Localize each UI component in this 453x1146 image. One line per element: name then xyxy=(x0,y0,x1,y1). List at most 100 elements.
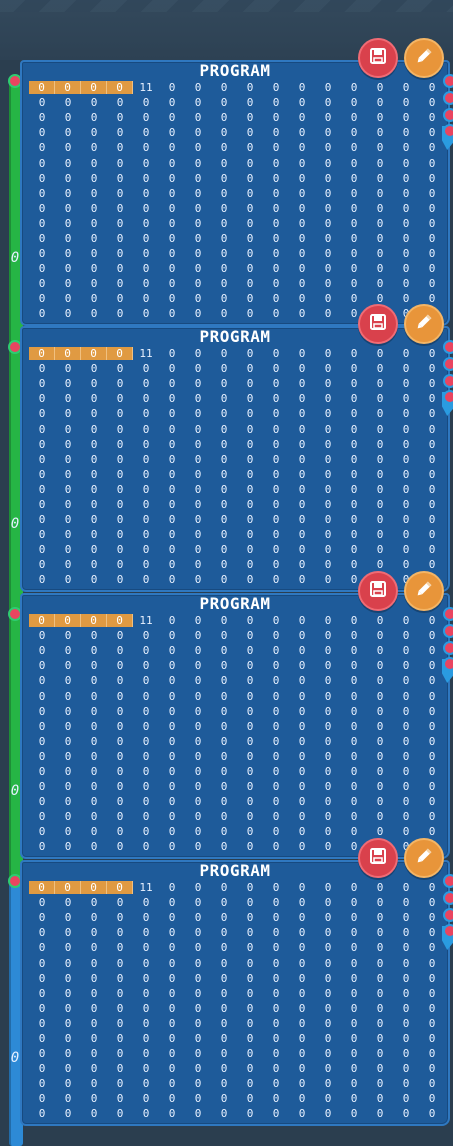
memory-cell[interactable]: 0 xyxy=(168,911,176,925)
memory-cell[interactable]: 0 xyxy=(220,377,228,391)
memory-cell[interactable]: 0 xyxy=(376,719,384,733)
memory-cell[interactable]: 0 xyxy=(142,392,150,406)
memory-cell[interactable]: 0 xyxy=(272,437,280,451)
memory-cell[interactable]: 0 xyxy=(402,528,410,542)
memory-cell[interactable]: 0 xyxy=(376,558,384,572)
memory-cell[interactable]: 0 xyxy=(350,1092,358,1106)
memory-cell[interactable]: 0 xyxy=(142,764,150,778)
memory-cell[interactable]: 0 xyxy=(220,126,228,140)
memory-cell[interactable]: 0 xyxy=(324,392,332,406)
memory-cell[interactable]: 0 xyxy=(324,277,332,291)
memory-cell[interactable]: 0 xyxy=(237,856,263,857)
memory-cell[interactable]: 0 xyxy=(116,558,124,572)
memory-cell[interactable]: 0 xyxy=(350,392,358,406)
memory-cell[interactable]: 0 xyxy=(324,810,332,824)
memory-cell[interactable]: 0 xyxy=(38,467,46,481)
memory-cell[interactable]: 0 xyxy=(168,896,176,910)
memory-cell[interactable]: 0 xyxy=(367,1123,393,1124)
memory-cell[interactable]: 0 xyxy=(90,558,98,572)
memory-cell[interactable]: 0 xyxy=(272,659,280,673)
memory-cell[interactable]: 0 xyxy=(38,96,46,110)
memory-cell[interactable]: 0 xyxy=(220,497,228,511)
memory-cell[interactable]: 0 xyxy=(324,1062,332,1076)
memory-cell[interactable]: 0 xyxy=(428,96,436,110)
memory-cell[interactable]: 0 xyxy=(168,644,176,658)
memory-cell[interactable]: 0 xyxy=(428,941,436,955)
memory-cell[interactable]: 0 xyxy=(142,558,150,572)
memory-cell[interactable]: 0 xyxy=(38,780,46,794)
memory-cell[interactable]: 0 xyxy=(350,780,358,794)
memory-cell[interactable]: 0 xyxy=(168,467,176,481)
memory-cell[interactable]: 0 xyxy=(168,926,176,940)
memory-cell[interactable]: 0 xyxy=(350,941,358,955)
memory-cell[interactable]: 0 xyxy=(428,81,436,95)
memory-cell[interactable]: 0 xyxy=(116,986,124,1000)
memory-cell[interactable]: 0 xyxy=(64,407,72,421)
memory-cell[interactable]: 0 xyxy=(350,1107,358,1121)
memory-cell[interactable]: 0 xyxy=(272,573,280,587)
memory-cell[interactable]: 0 xyxy=(402,1031,410,1045)
memory-cell[interactable]: 0 xyxy=(38,704,46,718)
memory-cell[interactable]: 0 xyxy=(220,1031,228,1045)
memory-cell[interactable]: 0 xyxy=(246,231,254,245)
memory-cell[interactable]: 0 xyxy=(194,307,202,321)
memory-cell[interactable]: 0 xyxy=(38,216,46,230)
memory-cell[interactable]: 0 xyxy=(272,1016,280,1030)
memory-cell[interactable]: 0 xyxy=(116,1062,124,1076)
memory-cell[interactable]: 0 xyxy=(298,126,306,140)
memory-cell[interactable]: 0 xyxy=(376,437,384,451)
memory-cell[interactable]: 0 xyxy=(90,96,98,110)
memory-cell[interactable]: 0 xyxy=(168,558,176,572)
memory-cell[interactable]: 0 xyxy=(402,1047,410,1061)
memory-cell[interactable]: 0 xyxy=(220,840,228,854)
memory-cell[interactable]: 0 xyxy=(298,543,306,557)
memory-cell[interactable]: 0 xyxy=(246,941,254,955)
memory-cell[interactable]: 0 xyxy=(350,704,358,718)
memory-cell[interactable]: 0 xyxy=(298,1062,306,1076)
memory-cell[interactable]: 0 xyxy=(272,764,280,778)
save-button[interactable] xyxy=(358,838,398,878)
memory-cell[interactable]: 0 xyxy=(38,734,46,748)
memory-cell[interactable]: 0 xyxy=(298,573,306,587)
memory-cell[interactable]: 0 xyxy=(168,407,176,421)
memory-cell[interactable]: 0 xyxy=(116,497,124,511)
memory-cell[interactable]: 0 xyxy=(402,558,410,572)
output-port[interactable] xyxy=(443,641,453,655)
memory-cell[interactable]: 0 xyxy=(38,971,46,985)
memory-cell[interactable]: 0 xyxy=(29,856,55,857)
memory-cell[interactable]: 0 xyxy=(324,171,332,185)
memory-cell[interactable]: 0 xyxy=(64,749,72,763)
memory-cell[interactable]: 0 xyxy=(298,881,306,895)
memory-cell[interactable]: 0 xyxy=(402,1092,410,1106)
memory-cell[interactable]: 0 xyxy=(272,911,280,925)
memory-cell[interactable]: 0 xyxy=(116,141,124,155)
memory-cell[interactable]: 0 xyxy=(402,422,410,436)
memory-cell-active[interactable]: 0 xyxy=(29,614,55,628)
memory-cell[interactable]: 0 xyxy=(116,277,124,291)
memory-cell[interactable]: 0 xyxy=(246,1016,254,1030)
memory-cell[interactable]: 0 xyxy=(64,926,72,940)
memory-cell[interactable]: 0 xyxy=(428,614,436,628)
memory-cell[interactable]: 11 xyxy=(139,614,153,628)
memory-cell[interactable]: 0 xyxy=(350,614,358,628)
memory-cell[interactable]: 0 xyxy=(376,292,384,306)
memory-cell[interactable]: 0 xyxy=(272,216,280,230)
memory-cell[interactable]: 0 xyxy=(376,407,384,421)
memory-cell[interactable]: 0 xyxy=(428,277,436,291)
memory-cell[interactable]: 0 xyxy=(220,795,228,809)
memory-cell[interactable]: 0 xyxy=(350,1062,358,1076)
memory-cell[interactable]: 0 xyxy=(350,111,358,125)
memory-cell[interactable]: 0 xyxy=(428,543,436,557)
memory-cell[interactable]: 0 xyxy=(272,674,280,688)
memory-cell[interactable]: 0 xyxy=(315,856,341,857)
memory-cell[interactable]: 0 xyxy=(90,422,98,436)
memory-cell[interactable]: 0 xyxy=(350,644,358,658)
memory-cell[interactable]: 0 xyxy=(168,971,176,985)
memory-cell[interactable]: 0 xyxy=(324,573,332,587)
memory-cell[interactable]: 0 xyxy=(116,749,124,763)
memory-cell[interactable]: 0 xyxy=(246,719,254,733)
memory-cell[interactable]: 0 xyxy=(64,734,72,748)
output-connector[interactable] xyxy=(442,659,453,683)
memory-cell[interactable]: 0 xyxy=(194,156,202,170)
memory-cell[interactable]: 0 xyxy=(159,589,185,590)
